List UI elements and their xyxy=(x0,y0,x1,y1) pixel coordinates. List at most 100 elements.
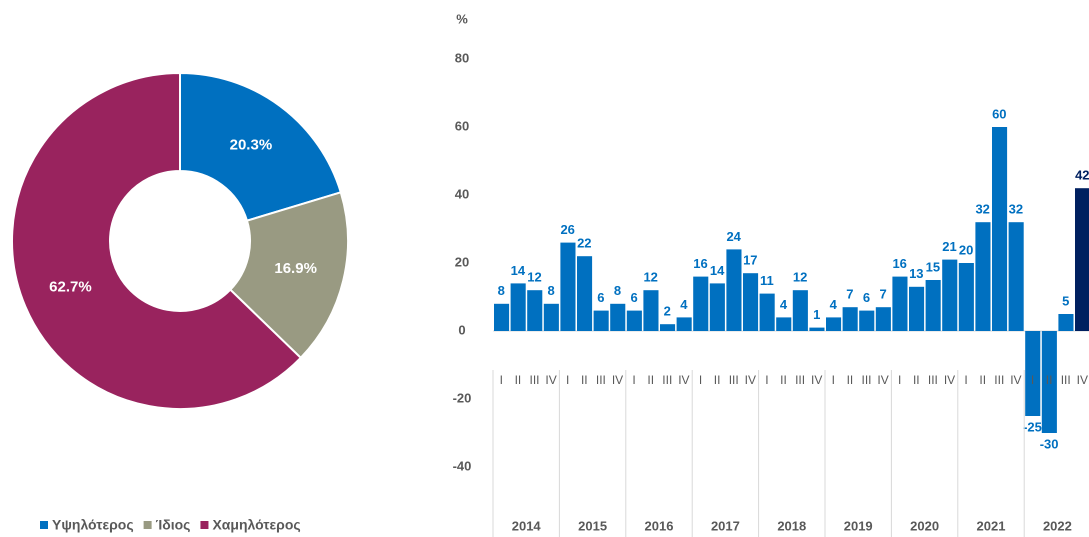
y-tick-label: 60 xyxy=(455,118,469,133)
bar xyxy=(1058,314,1074,331)
slice-label: 16.9% xyxy=(274,260,317,277)
bar-label: 6 xyxy=(597,290,604,305)
bar xyxy=(809,327,825,331)
slice-label: 62.7% xyxy=(49,278,92,295)
bar-label: 8 xyxy=(614,283,621,298)
bar xyxy=(693,276,709,331)
x-group-label: 2014 xyxy=(512,518,542,533)
x-tick-label: III xyxy=(795,373,805,387)
x-group-label: 2016 xyxy=(645,518,674,533)
bar xyxy=(560,242,576,331)
x-tick-label: I xyxy=(632,373,635,387)
bar xyxy=(909,286,925,331)
bar xyxy=(958,263,974,331)
bar xyxy=(577,256,593,331)
bar xyxy=(726,249,742,331)
y-tick-label: -40 xyxy=(453,458,472,473)
bar xyxy=(676,317,692,331)
bar-label: 7 xyxy=(879,287,886,302)
bar xyxy=(709,283,725,331)
x-group-label: 2022 xyxy=(1043,518,1072,533)
x-tick-label: II xyxy=(581,373,588,387)
bar xyxy=(743,273,759,331)
bar xyxy=(593,310,609,331)
bar-label: 32 xyxy=(975,202,989,217)
bar-label: 4 xyxy=(780,297,788,312)
y-tick-label: -20 xyxy=(453,390,472,405)
x-tick-label: I xyxy=(699,373,702,387)
x-tick-label: III xyxy=(662,373,672,387)
x-tick-label: II xyxy=(1046,373,1053,387)
bar-label: 16 xyxy=(892,256,906,271)
legend-swatch xyxy=(40,521,48,529)
y-tick-label: 20 xyxy=(455,254,469,269)
bar-label: 42 xyxy=(1075,168,1089,183)
bar xyxy=(875,307,891,331)
x-group-label: 2019 xyxy=(844,518,873,533)
bar-label: 12 xyxy=(643,270,657,285)
bar-label: 4 xyxy=(680,297,688,312)
x-group-label: 2020 xyxy=(910,518,939,533)
x-tick-label: IV xyxy=(944,373,955,387)
bar xyxy=(543,303,559,331)
bar-label: 14 xyxy=(710,263,725,278)
bar xyxy=(925,280,941,331)
x-tick-label: I xyxy=(898,373,901,387)
donut-slice xyxy=(228,191,349,360)
legend-label: Ίδιος xyxy=(156,517,191,533)
y-tick-label: 40 xyxy=(455,186,469,201)
bar xyxy=(776,317,792,331)
bar xyxy=(1075,188,1089,331)
x-tick-label: IV xyxy=(678,373,689,387)
bar xyxy=(892,276,908,331)
bar-label: 12 xyxy=(527,270,541,285)
x-tick-label: II xyxy=(515,373,522,387)
legend-label: Χαμηλότερος xyxy=(212,517,300,533)
bar-label: 4 xyxy=(830,297,838,312)
x-group-label: 2018 xyxy=(777,518,806,533)
x-tick-label: IV xyxy=(1077,373,1088,387)
bar-label: 1 xyxy=(813,307,820,322)
bar xyxy=(494,303,510,331)
bar-label: 22 xyxy=(577,236,591,251)
bar-label: 17 xyxy=(743,253,757,268)
bar-label: 2 xyxy=(664,304,671,319)
x-tick-label: IV xyxy=(877,373,888,387)
x-tick-label: III xyxy=(861,373,871,387)
bar xyxy=(510,283,526,331)
x-tick-label: II xyxy=(714,373,721,387)
legend-swatch xyxy=(143,521,152,529)
x-tick-label: I xyxy=(566,373,569,387)
bar xyxy=(859,310,875,331)
x-tick-label: I xyxy=(765,373,768,387)
x-group-label: 2021 xyxy=(977,518,1006,533)
bar-label: 11 xyxy=(760,273,774,288)
bar xyxy=(826,317,842,331)
legend-swatch xyxy=(200,521,209,529)
donut-slice xyxy=(11,71,303,410)
x-tick-label: II xyxy=(780,373,787,387)
slice-label: 20.3% xyxy=(230,136,273,153)
bar-label: 14 xyxy=(511,263,526,278)
x-tick-label: I xyxy=(1031,373,1034,387)
bar-label: 60 xyxy=(992,106,1006,121)
bar xyxy=(660,324,676,331)
x-group-label: 2017 xyxy=(711,518,740,533)
bar-label: 12 xyxy=(793,270,807,285)
x-group-label: 2015 xyxy=(578,518,607,533)
x-tick-label: IV xyxy=(745,373,756,387)
bar xyxy=(1041,331,1057,433)
x-tick-label: II xyxy=(847,373,854,387)
bar-label: 32 xyxy=(1009,202,1023,217)
bar xyxy=(1025,331,1041,416)
bar-label: 21 xyxy=(942,239,956,254)
bar xyxy=(1008,222,1024,331)
x-tick-label: III xyxy=(596,373,606,387)
x-tick-label: IV xyxy=(811,373,822,387)
bar-label: 7 xyxy=(846,287,853,302)
bar xyxy=(942,259,958,331)
bar xyxy=(643,290,659,331)
bar xyxy=(626,310,642,331)
bar xyxy=(759,293,775,331)
